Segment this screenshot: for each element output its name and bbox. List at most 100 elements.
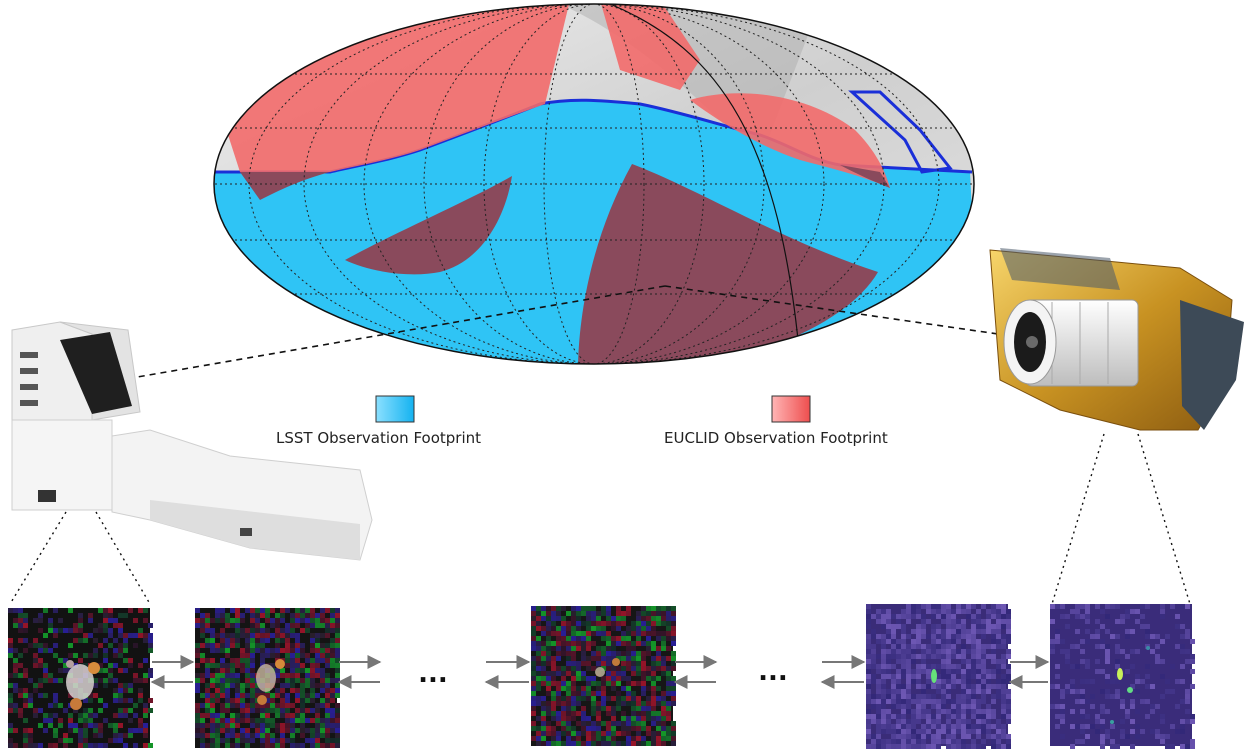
noise-pixel (536, 611, 541, 616)
noise-pixel (235, 663, 240, 668)
noise-pixel (23, 648, 28, 653)
noise-pixel (561, 711, 566, 716)
noise-pixel (596, 626, 601, 631)
noise-pixel (926, 729, 931, 734)
noise-pixel (290, 653, 295, 658)
noise-pixel (320, 643, 325, 648)
noise-pixel (280, 693, 285, 698)
noise-pixel (230, 608, 235, 613)
noise-pixel (245, 658, 250, 663)
noise-pixel (981, 689, 986, 694)
noise-pixel (38, 708, 43, 713)
noise-pixel (881, 619, 886, 624)
noise-pixel (621, 716, 626, 721)
noise-pixel (48, 743, 53, 748)
noise-pixel (661, 631, 666, 636)
noise-pixel (916, 664, 921, 669)
noise-pixel (8, 703, 13, 708)
noise-pixel (1170, 604, 1175, 609)
noise-pixel (108, 738, 113, 743)
noise-pixel (656, 611, 661, 616)
noise-pixel (911, 629, 916, 634)
noise-pixel (591, 641, 596, 646)
noise-pixel (1006, 649, 1011, 654)
noise-pixel (245, 628, 250, 633)
noise-pixel (576, 606, 581, 611)
noise-pixel (536, 686, 541, 691)
noise-pixel (295, 623, 300, 628)
noise-pixel (986, 619, 991, 624)
noise-pixel (926, 709, 931, 714)
noise-pixel (1075, 629, 1080, 634)
noise-pixel (586, 646, 591, 651)
noise-pixel (235, 683, 240, 688)
noise-pixel (951, 624, 956, 629)
noise-pixel (966, 664, 971, 669)
noise-pixel (881, 724, 886, 729)
noise-pixel (866, 724, 871, 729)
noise-pixel (1140, 699, 1145, 704)
noise-pixel (966, 689, 971, 694)
noise-pixel (926, 669, 931, 674)
noise-pixel (616, 611, 621, 616)
noise-pixel (1145, 684, 1150, 689)
noise-pixel (335, 703, 340, 708)
noise-pixel (260, 718, 265, 723)
noise-pixel (245, 673, 250, 678)
noise-pixel (1175, 729, 1180, 734)
noise-pixel (921, 684, 926, 689)
noise-pixel (1095, 619, 1100, 624)
noise-pixel (596, 716, 601, 721)
noise-pixel (896, 694, 901, 699)
noise-pixel (1180, 644, 1185, 649)
noise-pixel (285, 723, 290, 728)
noise-pixel (1001, 609, 1006, 614)
noise-pixel (896, 649, 901, 654)
noise-pixel (28, 643, 33, 648)
noise-pixel (981, 649, 986, 654)
noise-pixel (651, 691, 656, 696)
noise-pixel (270, 623, 275, 628)
noise-pixel (536, 621, 541, 626)
noise-pixel (641, 641, 646, 646)
noise-pixel (280, 628, 285, 633)
noise-pixel (866, 609, 871, 614)
noise-pixel (656, 716, 661, 721)
noise-pixel (881, 744, 886, 749)
noise-pixel (531, 621, 536, 626)
noise-pixel (1006, 674, 1011, 679)
noise-pixel (601, 741, 606, 746)
noise-pixel (951, 639, 956, 644)
noise-pixel (961, 699, 966, 704)
noise-pixel (290, 718, 295, 723)
noise-pixel (996, 639, 1001, 644)
noise-pixel (871, 744, 876, 749)
noise-pixel (265, 628, 270, 633)
noise-pixel (546, 676, 551, 681)
noise-pixel (225, 693, 230, 698)
noise-pixel (315, 703, 320, 708)
noise-pixel (330, 718, 335, 723)
noise-pixel (73, 628, 78, 633)
noise-pixel (108, 678, 113, 683)
noise-pixel (1090, 724, 1095, 729)
noise-pixel (1105, 729, 1110, 734)
noise-pixel (1080, 604, 1085, 609)
noise-pixel (200, 633, 205, 638)
noise-pixel (128, 633, 133, 638)
noise-pixel (881, 659, 886, 664)
noise-pixel (1080, 724, 1085, 729)
noise-pixel (876, 609, 881, 614)
noise-pixel (556, 646, 561, 651)
noise-pixel (23, 703, 28, 708)
noise-pixel (906, 659, 911, 664)
noise-pixel (68, 643, 73, 648)
legend-swatch-lsst (375, 395, 415, 423)
noise-pixel (245, 713, 250, 718)
noise-pixel (133, 618, 138, 623)
noise-pixel (646, 606, 651, 611)
noise-pixel (551, 706, 556, 711)
noise-pixel (636, 696, 641, 701)
noise-pixel (546, 711, 551, 716)
noise-pixel (133, 678, 138, 683)
